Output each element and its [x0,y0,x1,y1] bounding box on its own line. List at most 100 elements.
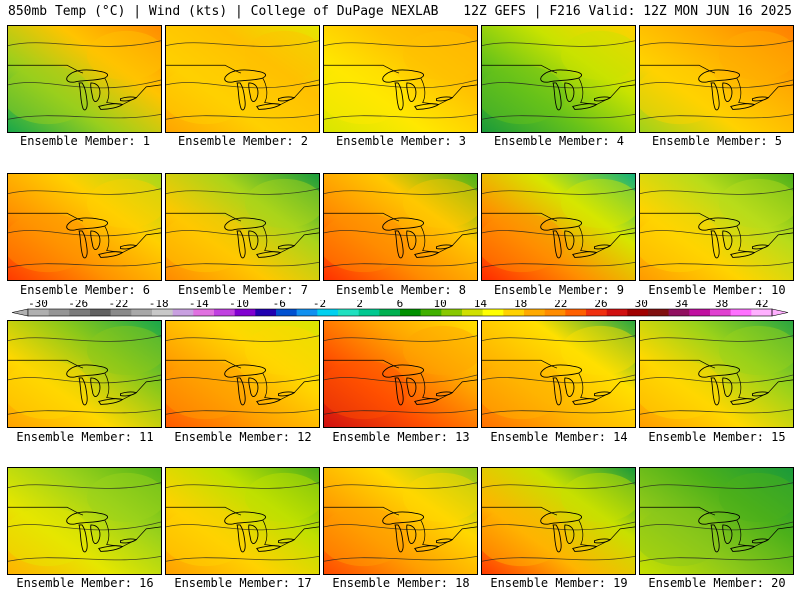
colorbar-swatch [152,309,173,316]
member-caption: Ensemble Member: 4 [493,134,625,148]
great-lakes-outline [698,511,770,553]
colorbar-swatch [689,309,711,316]
colorbar-tick-label: 2 [356,300,363,310]
colorbar-swatch [524,309,545,316]
member-map-16 [7,467,162,575]
temperature-map [8,321,161,427]
member-map-15 [639,320,794,428]
great-lakes-outline [698,69,770,111]
temperature-map [8,468,161,574]
temperature-map [166,174,319,280]
temperature-map [640,468,793,574]
member-caption: Ensemble Member: 10 [648,283,786,297]
colorbar-swatch [441,309,463,316]
border-lines [640,359,793,400]
contour-lines [166,335,319,415]
colorbar-swatch [255,309,277,316]
border-lines [8,359,161,400]
chart-title: 850mb Temp (°C) | Wind (kts) | College o… [8,4,439,19]
member-map-10 [639,173,794,281]
great-lakes-outline [224,69,296,111]
temperature-map [482,174,635,280]
temperature-map [640,321,793,427]
temperature-map [166,321,319,427]
colorbar-tick-label: 26 [594,300,607,310]
colorbar-swatch [586,309,607,316]
great-lakes-outline [66,69,138,111]
colorbar-swatch [648,309,669,316]
colorbar-tick-label: -2 [313,300,326,310]
colorbar-swatch [751,309,773,316]
member-caption: Ensemble Member: 16 [16,576,154,590]
border-lines [324,506,477,547]
member-caption: Ensemble Member: 18 [332,576,470,590]
contour-lines [324,335,477,415]
temperature-map [166,26,319,132]
contour-lines [482,188,635,268]
temperature-map [482,26,635,132]
colorbar-swatch [668,309,690,316]
member-caption: Ensemble Member: 7 [177,283,309,297]
border-lines [324,359,477,400]
border-lines [324,212,477,253]
temperature-map [8,26,161,132]
border-lines [166,359,319,400]
member-map-4 [481,25,636,133]
colorbar-swatch [48,309,70,316]
border-lines [482,359,635,400]
contour-lines [166,188,319,268]
colorbar-swatch [193,309,215,316]
member-caption: Ensemble Member: 20 [648,576,786,590]
border-lines [166,212,319,253]
border-lines [640,64,793,105]
colorbar-tick-label: 22 [554,300,567,310]
colorbar-tick-label: 42 [755,300,768,310]
colorbar-left-arrow [11,308,29,317]
border-lines [8,212,161,253]
colorbar-swatch [544,309,566,316]
member-map-17 [165,467,320,575]
great-lakes-outline [540,69,612,111]
member-map-18 [323,467,478,575]
temperature-map [324,26,477,132]
colorbar-swatch [110,309,132,316]
border-lines [324,64,477,105]
colorbar-tick-label: -26 [68,300,88,310]
temperature-map [640,174,793,280]
member-caption: Ensemble Member: 9 [493,283,625,297]
colorbar-tick-label: -14 [189,300,209,310]
colorbar-swatch [317,309,339,316]
colorbar-swatch [214,309,235,316]
border-lines [166,506,319,547]
colorbar-tick-label: 38 [715,300,728,310]
member-map-3 [323,25,478,133]
contour-lines [8,188,161,268]
member-caption: Ensemble Member: 6 [19,283,151,297]
colorbar-swatch [400,309,421,316]
temperature-map [482,468,635,574]
colorbar-right-arrow [771,308,789,317]
colorbar-swatch [482,309,504,316]
temperature-map [8,174,161,280]
contour-lines [166,482,319,562]
temperature-map [640,26,793,132]
member-caption: Ensemble Member: 5 [651,134,783,148]
colorbar-swatch [462,309,483,316]
member-caption: Ensemble Member: 15 [648,430,786,444]
colorbar-swatch [69,309,91,316]
border-lines [8,64,161,105]
temperature-map [482,321,635,427]
contour-lines [8,40,161,120]
colorbar-tick-label: 14 [474,300,488,310]
member-map-7 [165,173,320,281]
contour-lines [324,40,477,120]
colorbar-swatch [296,309,318,316]
colorbar-swatch [131,309,153,316]
member-map-11 [7,320,162,428]
contour-lines [482,482,635,562]
colorbar-tick-label: -22 [108,300,128,310]
member-caption: Ensemble Member: 1 [19,134,151,148]
member-map-8 [323,173,478,281]
colorbar-svg: -30 -26 -22 -18 -14 -10 -6 -2 2 6 10 14 18 22 26 30 34 38… [11,300,789,317]
colorbar-swatch [90,309,111,316]
